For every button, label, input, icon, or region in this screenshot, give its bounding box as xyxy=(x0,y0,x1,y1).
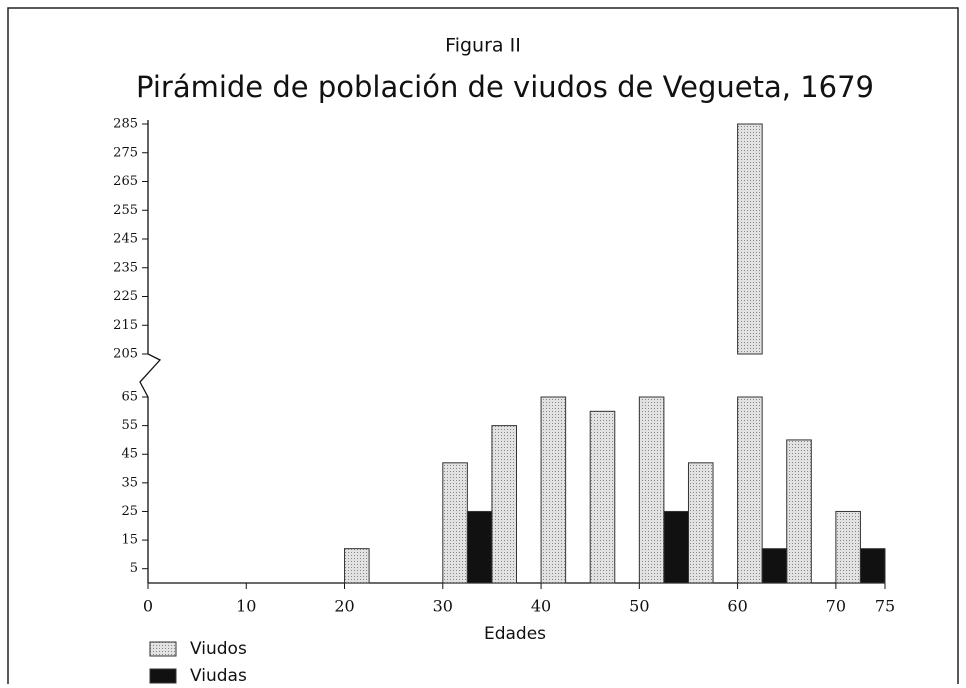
legend-swatch xyxy=(149,641,177,657)
y-tick-label: 55 xyxy=(121,418,138,433)
x-tick-label: 0 xyxy=(143,597,153,616)
x-tick-label: 75 xyxy=(875,597,895,616)
bar xyxy=(859,548,886,584)
y-tick-label: 25 xyxy=(121,504,138,519)
y-tick-label: 225 xyxy=(113,289,138,304)
x-tick-label: 50 xyxy=(629,597,649,616)
bar xyxy=(835,510,861,584)
x-tick-label: 40 xyxy=(531,597,551,616)
y-tick-label: 205 xyxy=(113,347,138,362)
x-axis-label: Edades xyxy=(484,624,546,644)
bar xyxy=(737,396,763,584)
y-tick-label: 255 xyxy=(113,203,138,218)
legend-label: Viudas xyxy=(190,666,247,684)
bar xyxy=(663,510,689,584)
bar xyxy=(491,425,517,584)
y-tick-label: 265 xyxy=(113,174,138,189)
bar xyxy=(589,410,616,584)
y-tick-label: 45 xyxy=(121,447,138,462)
y-tick-label: 235 xyxy=(113,260,138,275)
y-tick-label: 65 xyxy=(121,390,138,405)
frame xyxy=(7,7,959,684)
bar xyxy=(344,548,370,584)
chart-title: Figura II xyxy=(445,35,521,57)
y-tick-label: 35 xyxy=(121,475,138,490)
bar xyxy=(638,396,665,584)
bar xyxy=(442,462,468,584)
bar xyxy=(540,396,567,584)
x-tick-label: 10 xyxy=(236,597,256,616)
y-tick-label: 245 xyxy=(113,232,138,247)
bar xyxy=(761,548,788,584)
chart-subtitle: Pirámide de población de viudos de Vegue… xyxy=(136,70,874,104)
y-tick-label: 15 xyxy=(121,533,138,548)
x-tick-label: 70 xyxy=(826,597,846,616)
y-tick-label: 5 xyxy=(130,561,138,576)
x-tick-label: 20 xyxy=(334,597,354,616)
bar xyxy=(466,510,493,584)
bar xyxy=(737,123,763,355)
y-axis xyxy=(139,120,162,583)
bar xyxy=(786,439,812,584)
y-tick-label: 275 xyxy=(113,145,138,160)
legend-label: Viudos xyxy=(190,639,247,659)
x-tick-label: 30 xyxy=(433,597,453,616)
bar xyxy=(687,462,714,584)
legend-swatch xyxy=(149,668,177,684)
y-tick-label: 215 xyxy=(113,318,138,333)
y-tick-label: 285 xyxy=(113,117,138,132)
x-tick-label: 60 xyxy=(727,597,747,616)
